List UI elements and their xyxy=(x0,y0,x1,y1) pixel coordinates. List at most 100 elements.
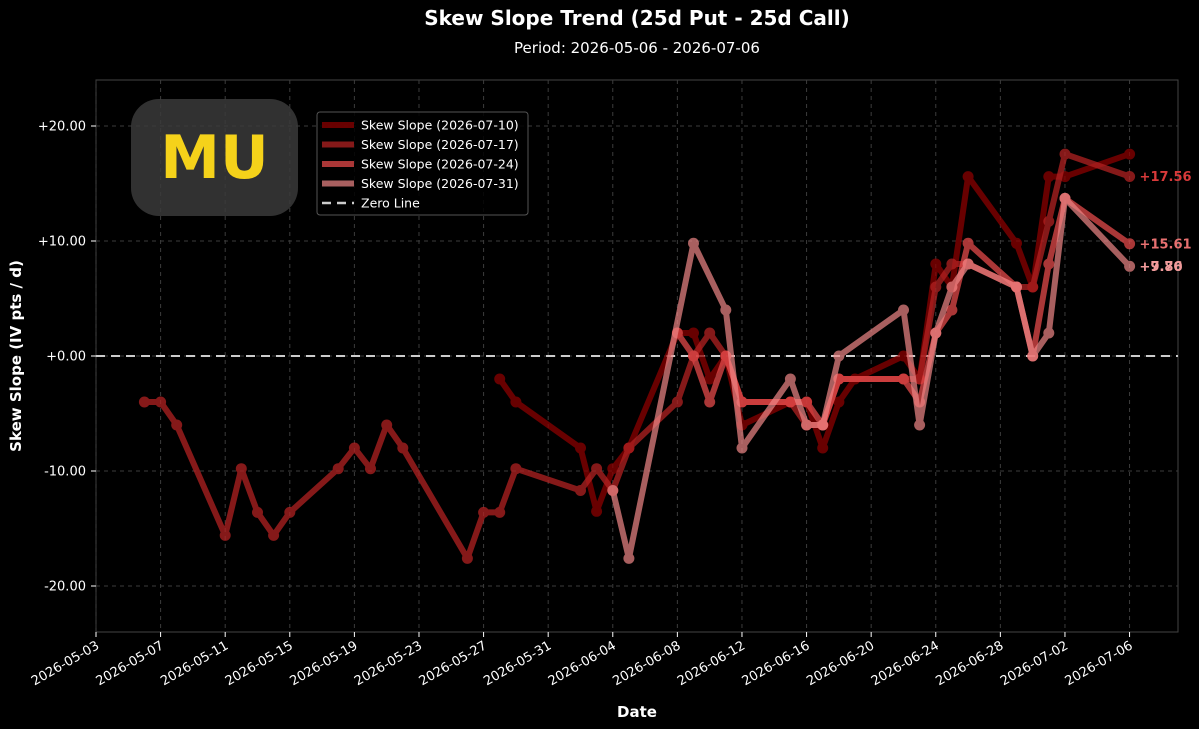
end-labels: +17.56 +15.61 +9.76+7.80 xyxy=(1140,170,1192,275)
data-point xyxy=(591,505,603,517)
ticker-badge: MU xyxy=(131,99,298,216)
chart-subtitle: Period: 2026-05-06 - 2026-07-06 xyxy=(514,39,760,57)
data-point xyxy=(623,442,635,454)
data-point xyxy=(1011,281,1022,293)
data-point xyxy=(575,485,586,496)
data-point xyxy=(1059,148,1071,160)
data-point xyxy=(833,396,845,408)
data-point xyxy=(510,463,522,475)
series-line xyxy=(141,151,1133,562)
data-point xyxy=(898,304,909,316)
end-value-label: +17.56 xyxy=(1140,170,1192,185)
data-point xyxy=(1043,258,1055,270)
data-point xyxy=(688,237,699,249)
data-point xyxy=(1043,215,1055,227)
data-point xyxy=(397,442,409,454)
legend-label: Skew Slope (2026-07-24) xyxy=(361,157,519,172)
data-point xyxy=(575,442,586,454)
data-point xyxy=(784,396,796,408)
data-point xyxy=(704,396,716,408)
data-point xyxy=(365,463,376,475)
data-point xyxy=(381,419,393,431)
data-point xyxy=(962,171,974,183)
end-value-label: +15.61 xyxy=(1140,237,1192,252)
data-point xyxy=(1124,260,1136,272)
data-point xyxy=(914,419,926,431)
legend-label: Skew Slope (2026-07-31) xyxy=(361,176,519,191)
data-point xyxy=(219,529,231,541)
data-point xyxy=(171,419,183,431)
data-point xyxy=(332,463,344,475)
data-point xyxy=(946,281,958,293)
data-point xyxy=(688,350,699,362)
data-point xyxy=(898,373,909,385)
data-point xyxy=(801,396,813,408)
data-point xyxy=(688,327,699,339)
data-point xyxy=(1124,148,1136,160)
data-point xyxy=(930,327,942,339)
data-point xyxy=(736,442,748,454)
y-axis-label: Skew Slope (IV pts / d) xyxy=(7,260,25,452)
chart-title: Skew Slope Trend (25d Put - 25d Call) xyxy=(424,6,849,30)
ticker-badge-text: MU xyxy=(160,123,268,193)
y-tick-label: -10.00 xyxy=(44,465,86,480)
data-point xyxy=(1011,237,1022,249)
data-point xyxy=(591,463,603,475)
series-layer xyxy=(138,148,1136,564)
data-point xyxy=(284,506,296,518)
data-point xyxy=(946,304,958,316)
data-point xyxy=(817,442,829,454)
legend-item: Zero Line xyxy=(322,196,420,211)
y-axis-ticks: +20.00 +10.00 +0.00 -10.00 -20.00 xyxy=(38,120,96,595)
data-point xyxy=(348,442,360,454)
data-point xyxy=(801,419,813,431)
data-point xyxy=(784,373,796,385)
data-point xyxy=(623,552,635,564)
data-point xyxy=(704,373,716,385)
legend-item: Skew Slope (2026-07-10) xyxy=(322,118,519,133)
legend-item: Skew Slope (2026-07-24) xyxy=(322,157,519,172)
legend-item: Skew Slope (2026-07-17) xyxy=(322,137,519,152)
legend: Skew Slope (2026-07-10) Skew Slope (2026-… xyxy=(316,111,529,216)
data-point xyxy=(478,506,490,518)
data-point xyxy=(1027,281,1039,293)
data-point xyxy=(1124,238,1136,250)
data-point xyxy=(817,419,829,431)
data-point xyxy=(252,506,263,518)
y-tick-label: -20.00 xyxy=(44,580,86,595)
end-value-label: +7.80 xyxy=(1140,260,1183,275)
x-axis-label: Date xyxy=(617,703,657,721)
data-point xyxy=(962,237,974,249)
legend-label: Skew Slope (2026-07-17) xyxy=(361,137,519,152)
data-point xyxy=(1043,327,1055,339)
data-point xyxy=(1027,350,1039,362)
legend-item: Skew Slope (2026-07-31) xyxy=(322,176,519,191)
data-point xyxy=(704,327,716,339)
y-tick-label: +10.00 xyxy=(38,235,86,250)
data-point xyxy=(494,506,506,518)
data-point xyxy=(268,529,280,541)
data-point xyxy=(720,304,732,316)
y-tick-label: +0.00 xyxy=(46,350,86,365)
legend-label: Skew Slope (2026-07-10) xyxy=(361,118,519,133)
data-point xyxy=(1059,192,1071,204)
ticker-badge-background xyxy=(131,99,298,216)
data-point xyxy=(235,463,247,475)
data-point xyxy=(930,281,942,293)
y-tick-label: +20.00 xyxy=(38,120,86,135)
legend-box xyxy=(316,111,529,216)
data-point xyxy=(155,396,167,408)
data-point xyxy=(607,463,619,475)
data-point xyxy=(962,258,974,270)
data-point xyxy=(671,396,683,408)
data-point xyxy=(1043,171,1055,183)
end-value-label: +9.76 xyxy=(1140,260,1183,275)
data-point xyxy=(930,258,942,270)
series-4 xyxy=(607,192,1136,564)
data-point xyxy=(898,350,909,362)
data-point xyxy=(461,552,473,564)
data-point xyxy=(833,350,845,362)
data-point xyxy=(946,258,958,270)
legend-label: Zero Line xyxy=(361,196,420,211)
